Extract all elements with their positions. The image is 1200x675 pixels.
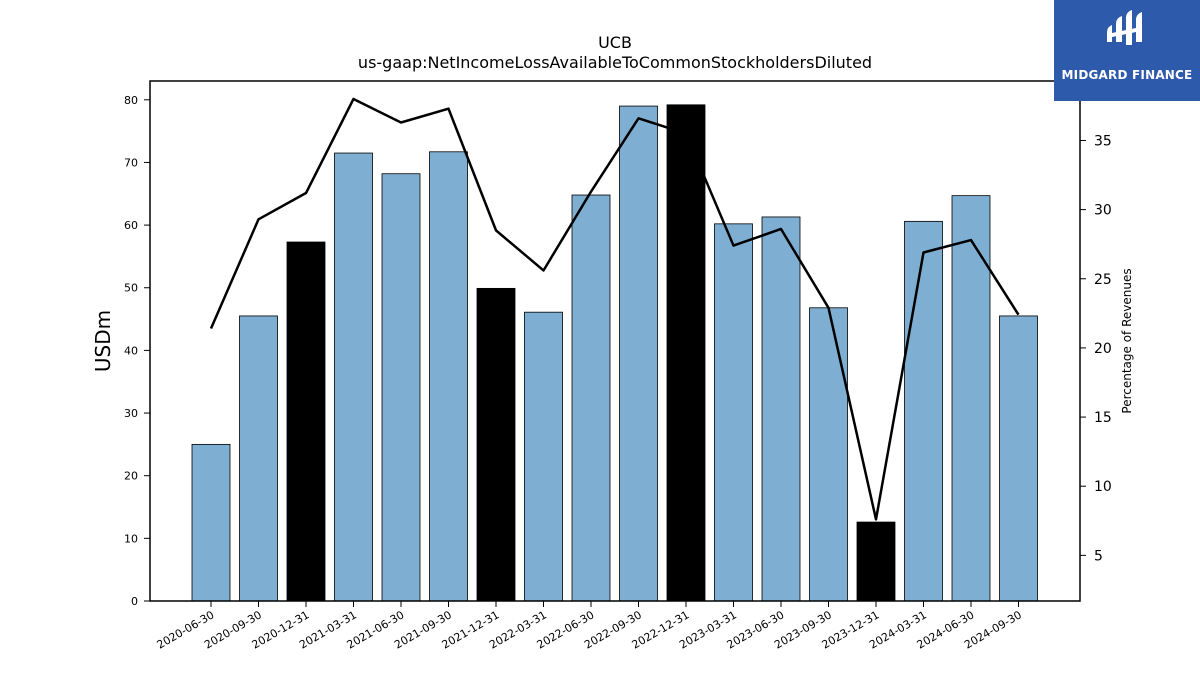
bar-2023-09-30 — [809, 307, 848, 602]
bar-2023-03-31 — [714, 223, 753, 602]
bar-2021-06-30 — [381, 173, 421, 602]
bar-2023-06-30 — [761, 216, 801, 602]
bar-2024-06-30 — [951, 195, 991, 602]
y-tick-label: 30 — [124, 407, 138, 420]
y2-tick-label: 30 — [1094, 203, 1112, 219]
y2-tick-label: 35 — [1094, 133, 1112, 149]
bar-2022-06-30 — [571, 194, 611, 602]
y-tick-label: 40 — [124, 344, 138, 357]
plot-frame — [149, 80, 1081, 602]
bar-2022-12-31 — [666, 104, 706, 602]
chart-title: UCB — [598, 33, 632, 52]
logo-text: MIDGARD FINANCE — [1061, 68, 1193, 82]
y2-tick-label: 10 — [1094, 479, 1112, 495]
y-axis-ticks: 0 10 20 30 40 50 60 70 80 — [124, 94, 150, 608]
y2-tick-label: 15 — [1094, 410, 1112, 426]
y-tick-label: 10 — [124, 532, 138, 545]
bar-2021-03-31 — [334, 152, 373, 602]
y-tick-label: 80 — [124, 94, 138, 107]
logo-mark-icon — [1107, 10, 1142, 45]
bar-2020-09-30 — [239, 315, 278, 602]
bar-2022-09-30 — [619, 105, 658, 602]
y2-tick-label: 20 — [1094, 341, 1112, 357]
percentage-line — [209, 97, 1020, 521]
bar-2024-09-30 — [999, 315, 1038, 602]
bar-2021-09-30 — [429, 151, 468, 602]
y-tick-label: 20 — [124, 470, 138, 483]
x-axis-ticks: 2020-06-302020-09-302020-12-312021-03-31… — [155, 601, 1024, 652]
bar-series — [191, 104, 1038, 602]
y-tick-label: 60 — [124, 219, 138, 232]
bar-2020-06-30 — [191, 443, 231, 602]
bar-2020-12-31 — [286, 241, 326, 602]
bar-2022-03-31 — [524, 311, 563, 602]
y-tick-label: 70 — [124, 156, 138, 169]
midgard-finance-logo: MIDGARD FINANCE — [1054, 0, 1200, 101]
bar-2021-12-31 — [476, 287, 516, 602]
y-tick-label: 50 — [124, 282, 138, 295]
y2-axis-ticks: 5 10 15 20 25 30 35 — [1080, 133, 1112, 564]
percentage-line-series — [209, 97, 1020, 521]
y2-tick-label: 25 — [1094, 272, 1112, 288]
y-axis-label: USDm — [91, 310, 115, 372]
y2-axis-label: Percentage of Revenues — [1120, 268, 1134, 413]
bar-2024-03-31 — [904, 220, 943, 602]
chart-subtitle: us-gaap:NetIncomeLossAvailableToCommonSt… — [358, 53, 872, 72]
y-tick-label: 0 — [131, 595, 138, 608]
bar-2023-12-31 — [856, 521, 896, 602]
y2-tick-label: 5 — [1094, 548, 1103, 564]
